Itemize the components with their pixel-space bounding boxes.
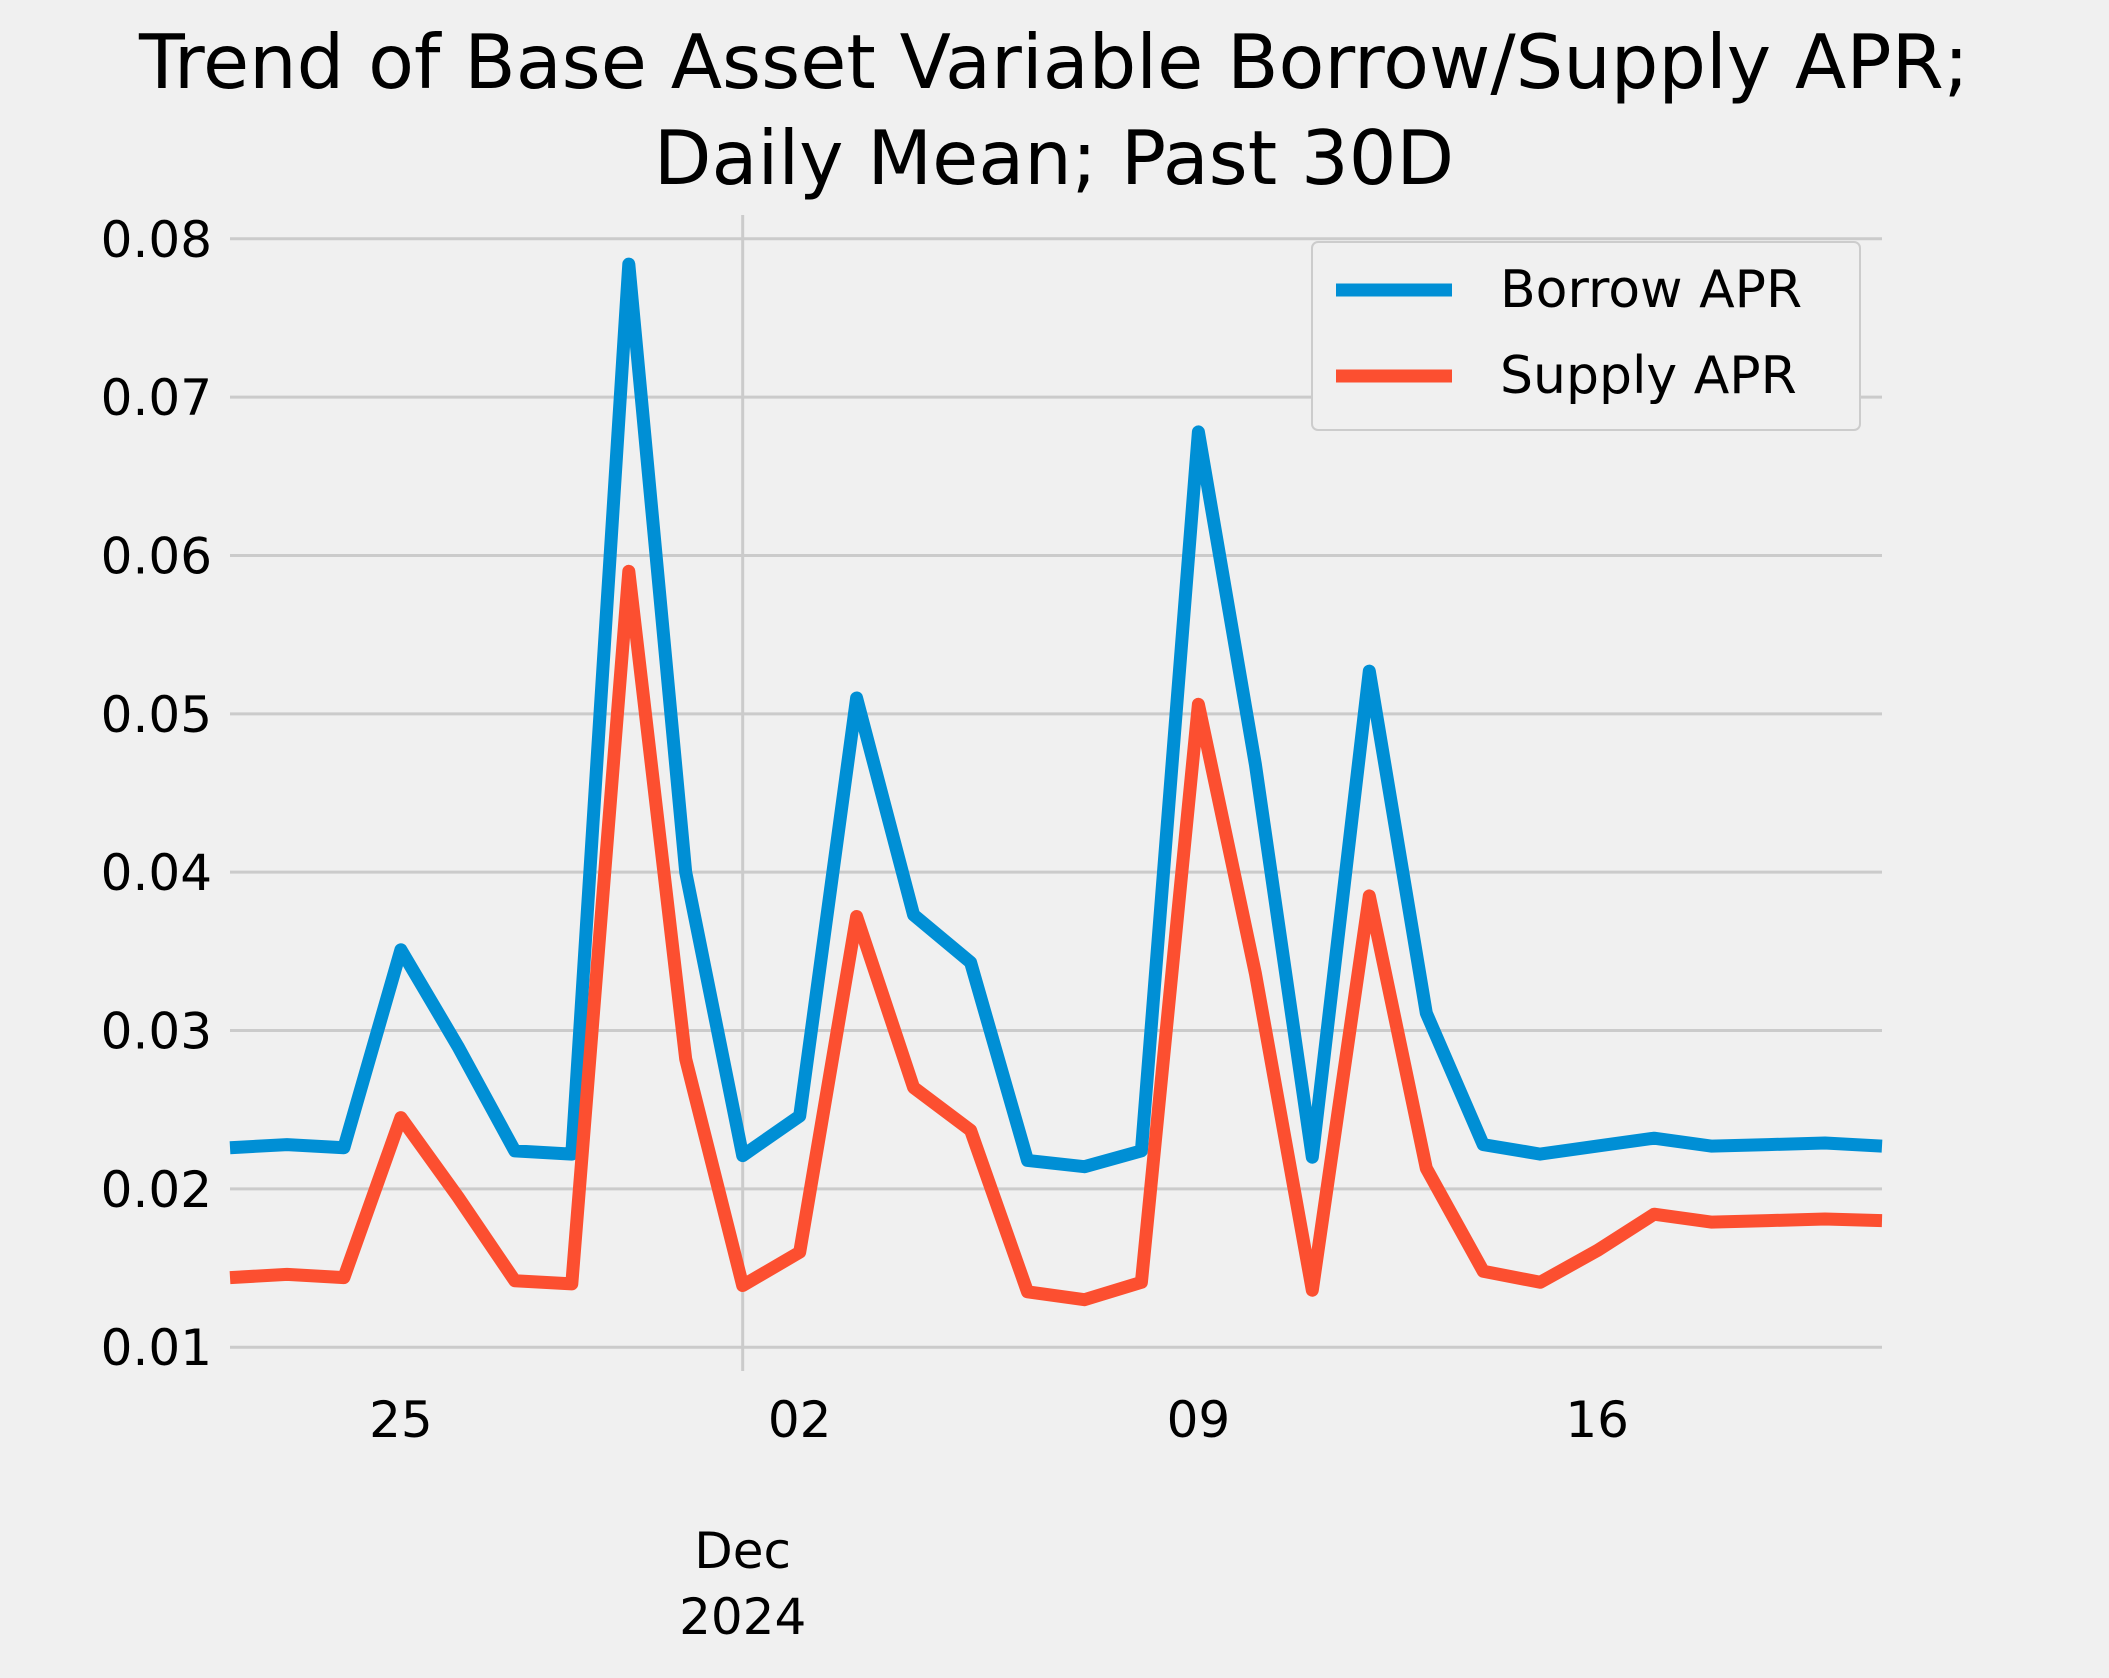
y-tick-label: 0.05 <box>101 686 212 744</box>
chart-title-line-1: Trend of Base Asset Variable Borrow/Supp… <box>138 18 1969 106</box>
x-tick-label: 25 <box>369 1391 433 1449</box>
y-tick-label: 0.08 <box>101 211 212 269</box>
y-tick-labels: 0.01 0.02 0.03 0.04 0.05 0.06 0.07 0.08 <box>101 211 212 1377</box>
y-tick-label: 0.03 <box>101 1003 212 1061</box>
legend: Borrow APR Supply APR <box>1311 241 1861 431</box>
y-tick-label: 0.06 <box>101 527 212 585</box>
x-tick-label: 09 <box>1167 1391 1231 1449</box>
y-tick-label: 0.01 <box>101 1319 212 1377</box>
series-line-borrow-apr <box>229 257 1883 1174</box>
series-lines <box>229 257 1883 1307</box>
y-tick-label: 0.07 <box>101 369 212 427</box>
x-major-tick-month: Dec <box>694 1522 791 1580</box>
y-tick-label: 0.04 <box>101 844 212 902</box>
x-tick-labels: 25 02 09 16 Dec 2024 <box>369 1391 1629 1646</box>
chart-title-line-2: Daily Mean; Past 30D <box>654 114 1454 202</box>
x-tick-label: 02 <box>768 1391 832 1449</box>
series-line-supply-apr <box>229 564 1883 1307</box>
x-tick-label: 16 <box>1565 1391 1629 1449</box>
x-major-tick-year: 2024 <box>679 1588 806 1646</box>
y-tick-label: 0.02 <box>101 1161 212 1219</box>
legend-label-supply-apr: Supply APR <box>1500 346 1797 406</box>
legend-label-borrow-apr: Borrow APR <box>1500 260 1802 320</box>
